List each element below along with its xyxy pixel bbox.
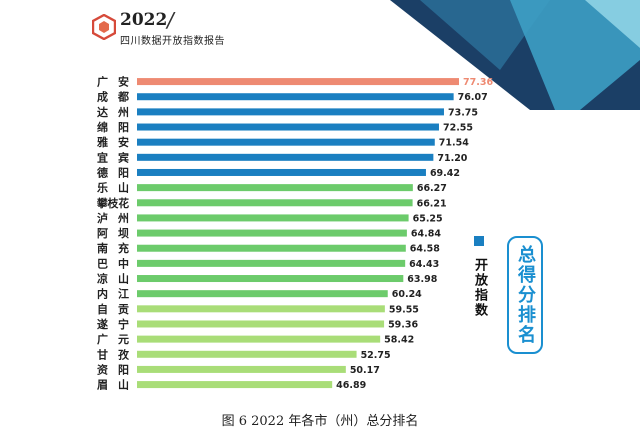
value-label: 58.42 <box>384 335 414 346</box>
corner-decoration <box>390 0 640 110</box>
value-label: 72.55 <box>443 123 473 134</box>
category-label: 内江 <box>97 287 129 301</box>
value-label: 64.84 <box>411 229 441 240</box>
value-label: 66.27 <box>417 183 447 194</box>
category-label: 遂宁 <box>97 317 129 331</box>
legend-swatch <box>474 236 484 246</box>
value-label: 59.36 <box>388 319 418 330</box>
bar <box>137 108 444 116</box>
bar <box>137 350 357 358</box>
category-label: 绵阳 <box>97 120 129 134</box>
bar <box>137 275 404 283</box>
bar <box>137 78 459 86</box>
value-label: 65.25 <box>413 213 443 224</box>
report-logo-icon <box>92 14 116 40</box>
bar <box>137 320 385 328</box>
category-label: 达州 <box>97 105 129 119</box>
category-label: 德阳 <box>96 165 129 179</box>
bar <box>137 259 406 267</box>
category-label: 宜宾 <box>97 150 129 164</box>
value-label: 77.36 <box>463 77 493 88</box>
side-title-text: 总得分排名 <box>515 245 536 345</box>
category-label: 阿坝 <box>97 226 129 240</box>
category-label: 自贡 <box>97 302 129 316</box>
value-label: 59.55 <box>389 304 419 315</box>
bar <box>137 229 407 237</box>
category-label: 资阳 <box>97 362 129 376</box>
chart-legend: 开放指数 <box>468 236 498 318</box>
bar <box>137 290 388 298</box>
category-label: 成都 <box>97 90 129 104</box>
bar <box>137 381 333 389</box>
value-label: 73.75 <box>448 107 478 118</box>
bar <box>137 335 381 343</box>
report-header: 2022 / 四川数据开放指数报告 <box>78 6 298 47</box>
value-label: 69.42 <box>430 168 460 179</box>
value-label: 76.07 <box>458 92 488 103</box>
legend-label: 开放指数 <box>472 258 487 318</box>
report-year: 2022 <box>120 10 168 30</box>
value-label: 50.17 <box>350 365 380 376</box>
value-label: 64.43 <box>409 259 439 270</box>
category-label: 攀枝花 <box>96 196 129 210</box>
value-label: 46.89 <box>336 380 366 391</box>
value-label: 52.75 <box>361 350 391 361</box>
category-label: 南充 <box>97 241 129 255</box>
bar <box>137 244 406 252</box>
bar <box>137 365 346 373</box>
category-label: 凉山 <box>97 272 129 286</box>
category-label: 乐山 <box>97 181 129 195</box>
bar <box>137 305 385 313</box>
category-label: 广元 <box>97 332 129 346</box>
value-label: 60.24 <box>392 289 422 300</box>
bar <box>137 168 426 176</box>
bar <box>137 184 413 192</box>
value-label: 71.54 <box>439 138 469 149</box>
value-label: 64.58 <box>410 244 440 255</box>
bar <box>137 214 409 222</box>
title-slash-mark: / <box>167 8 174 32</box>
bar <box>137 93 454 101</box>
category-label: 巴中 <box>97 256 129 270</box>
bars-group: 广安 77.36 成都 76.07 达州 73.75 绵阳 72.55 雅安 71.54 宜宾 71.… <box>96 75 493 392</box>
bar <box>137 123 439 131</box>
bar <box>137 153 434 161</box>
category-label: 甘孜 <box>97 347 130 361</box>
report-title: 四川数据开放指数报告 <box>120 36 225 47</box>
category-label: 眉山 <box>97 378 129 392</box>
category-label: 泸州 <box>97 211 129 225</box>
figure-caption: 图 6 2022 年各市（州）总分排名 <box>221 414 419 429</box>
value-label: 63.98 <box>407 274 437 285</box>
bar <box>137 199 413 207</box>
category-label: 雅安 <box>97 135 129 149</box>
bar <box>137 138 435 146</box>
side-title-box: 总得分排名 <box>507 236 543 354</box>
value-label: 66.21 <box>417 198 447 209</box>
value-label: 71.20 <box>437 153 467 164</box>
category-label: 广安 <box>97 75 129 89</box>
